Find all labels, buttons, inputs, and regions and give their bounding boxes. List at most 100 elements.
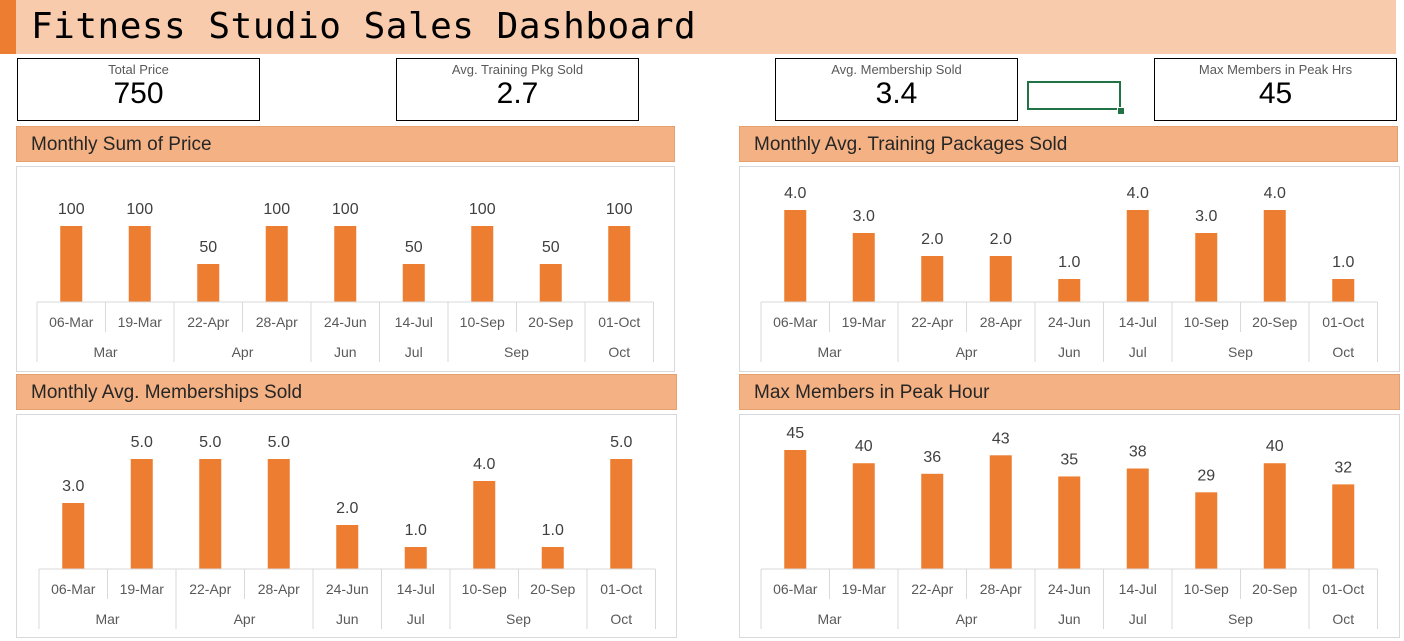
bar[interactable] bbox=[539, 264, 562, 302]
data-label: 40 bbox=[1266, 438, 1284, 455]
bar[interactable] bbox=[402, 264, 425, 302]
kpi-avg-membership[interactable]: Avg. Membership Sold 3.4 bbox=[775, 58, 1018, 121]
data-label: 2.0 bbox=[336, 500, 358, 517]
kpi-max-members[interactable]: Max Members in Peak Hrs 45 bbox=[1154, 58, 1397, 121]
kpi-label: Avg. Training Pkg Sold bbox=[451, 62, 584, 77]
group-label: Jul bbox=[1129, 611, 1147, 627]
bar[interactable] bbox=[62, 503, 85, 569]
data-label: 100 bbox=[332, 201, 359, 218]
group-label: Jul bbox=[407, 611, 425, 627]
group-label: Oct bbox=[608, 344, 630, 360]
bar[interactable] bbox=[1058, 279, 1081, 302]
bar[interactable] bbox=[608, 226, 631, 302]
group-label: Jul bbox=[1129, 344, 1147, 360]
chart-svg: 100 100 50 100 100 50 100 50 100 06-Mar 19-Mar 22-A… bbox=[36, 201, 654, 362]
selected-cell[interactable] bbox=[1027, 81, 1121, 110]
chart-monthly-avg-memberships[interactable]: 3.0 5.0 5.0 5.0 2.0 1.0 4.0 1.0 5.0 06-Mar 19-Mar 2… bbox=[16, 414, 677, 638]
bar[interactable] bbox=[336, 525, 359, 569]
title-accent bbox=[0, 0, 16, 54]
group-label: Mar bbox=[817, 344, 841, 360]
category-label: 06-Mar bbox=[49, 314, 94, 330]
group-label: Sep bbox=[506, 611, 531, 627]
category-label: 06-Mar bbox=[773, 314, 818, 330]
bar[interactable] bbox=[989, 455, 1012, 569]
data-label: 1.0 bbox=[1058, 254, 1080, 271]
chart-monthly-sum-price[interactable]: 100 100 50 100 100 50 100 50 100 06-Mar 19-Mar 22-A… bbox=[16, 166, 675, 372]
bar[interactable] bbox=[852, 463, 875, 569]
group-label: Oct bbox=[610, 611, 632, 627]
data-label: 3.0 bbox=[62, 478, 84, 495]
data-label: 36 bbox=[923, 449, 941, 466]
bar[interactable] bbox=[1332, 484, 1355, 569]
data-label: 5.0 bbox=[131, 434, 153, 451]
category-label: 14-Jul bbox=[395, 314, 433, 330]
data-label: 5.0 bbox=[199, 434, 221, 451]
group-label: Jun bbox=[1058, 611, 1081, 627]
bar[interactable] bbox=[1195, 492, 1218, 569]
data-label: 50 bbox=[405, 239, 423, 256]
category-label: 10-Sep bbox=[1184, 314, 1229, 330]
bar[interactable] bbox=[852, 233, 875, 302]
kpi-avg-training-pkg[interactable]: Avg. Training Pkg Sold 2.7 bbox=[396, 58, 639, 121]
bar[interactable] bbox=[130, 459, 153, 569]
bar[interactable] bbox=[471, 226, 494, 302]
bar[interactable] bbox=[610, 459, 633, 569]
bar[interactable] bbox=[1332, 279, 1355, 302]
bar[interactable] bbox=[60, 226, 83, 302]
category-label: 22-Apr bbox=[911, 314, 953, 330]
group-label: Apr bbox=[956, 611, 978, 627]
chart-header-peak-members: Max Members in Peak Hour bbox=[739, 374, 1400, 410]
category-label: 19-Mar bbox=[842, 581, 887, 597]
bar[interactable] bbox=[1058, 476, 1081, 569]
data-label: 43 bbox=[992, 430, 1010, 447]
data-label: 2.0 bbox=[921, 231, 943, 248]
group-label: Mar bbox=[95, 611, 119, 627]
bar[interactable] bbox=[1263, 210, 1286, 302]
bar[interactable] bbox=[921, 256, 944, 302]
category-label: 20-Sep bbox=[1252, 581, 1297, 597]
bar[interactable] bbox=[404, 547, 427, 569]
data-label: 4.0 bbox=[473, 456, 495, 473]
category-label: 22-Apr bbox=[911, 581, 953, 597]
category-label: 28-Apr bbox=[980, 314, 1022, 330]
category-label: 22-Apr bbox=[189, 581, 231, 597]
chart-max-members-peak[interactable]: 45 40 36 43 35 38 29 40 32 06-Mar 19-Mar 22-Apr 28-A… bbox=[739, 414, 1400, 638]
category-label: 06-Mar bbox=[51, 581, 96, 597]
title-bar bbox=[0, 0, 1396, 54]
category-label: 06-Mar bbox=[773, 581, 818, 597]
category-label: 10-Sep bbox=[1184, 581, 1229, 597]
bar[interactable] bbox=[921, 473, 944, 569]
chart-svg: 3.0 5.0 5.0 5.0 2.0 1.0 4.0 1.0 5.0 06-Mar 19-Mar 2… bbox=[38, 434, 656, 629]
bar[interactable] bbox=[1126, 468, 1149, 569]
kpi-label: Total Price bbox=[108, 62, 169, 77]
bar[interactable] bbox=[784, 210, 807, 302]
bar[interactable] bbox=[199, 459, 222, 569]
bar[interactable] bbox=[1126, 210, 1149, 302]
data-label: 4.0 bbox=[1264, 185, 1286, 202]
bar[interactable] bbox=[784, 450, 807, 569]
bar[interactable] bbox=[334, 226, 357, 302]
bar[interactable] bbox=[265, 226, 288, 302]
bar[interactable] bbox=[473, 481, 496, 569]
group-label: Apr bbox=[956, 344, 978, 360]
kpi-value: 3.4 bbox=[875, 77, 918, 110]
bar[interactable] bbox=[197, 264, 220, 302]
category-label: 19-Mar bbox=[120, 581, 165, 597]
data-label: 100 bbox=[469, 201, 496, 218]
bar[interactable] bbox=[1263, 463, 1286, 569]
fill-handle[interactable] bbox=[1117, 107, 1125, 115]
kpi-value: 45 bbox=[1258, 77, 1293, 110]
chart-header-memberships: Monthly Avg. Memberships Sold bbox=[16, 374, 677, 410]
group-label: Sep bbox=[504, 344, 529, 360]
bar[interactable] bbox=[989, 256, 1012, 302]
chart-monthly-avg-training[interactable]: 4.0 3.0 2.0 2.0 1.0 4.0 3.0 4.0 1.0 06-Mar 19-Mar 2… bbox=[739, 166, 1400, 372]
category-label: 24-Jun bbox=[324, 314, 367, 330]
bar[interactable] bbox=[267, 459, 290, 569]
group-label: Jun bbox=[334, 344, 357, 360]
bar[interactable] bbox=[1195, 233, 1218, 302]
data-label: 50 bbox=[542, 239, 560, 256]
dashboard-title: Fitness Studio Sales Dashboard bbox=[31, 6, 697, 47]
kpi-total-price[interactable]: Total Price 750 bbox=[17, 58, 260, 121]
bar[interactable] bbox=[541, 547, 564, 569]
bar[interactable] bbox=[128, 226, 151, 302]
